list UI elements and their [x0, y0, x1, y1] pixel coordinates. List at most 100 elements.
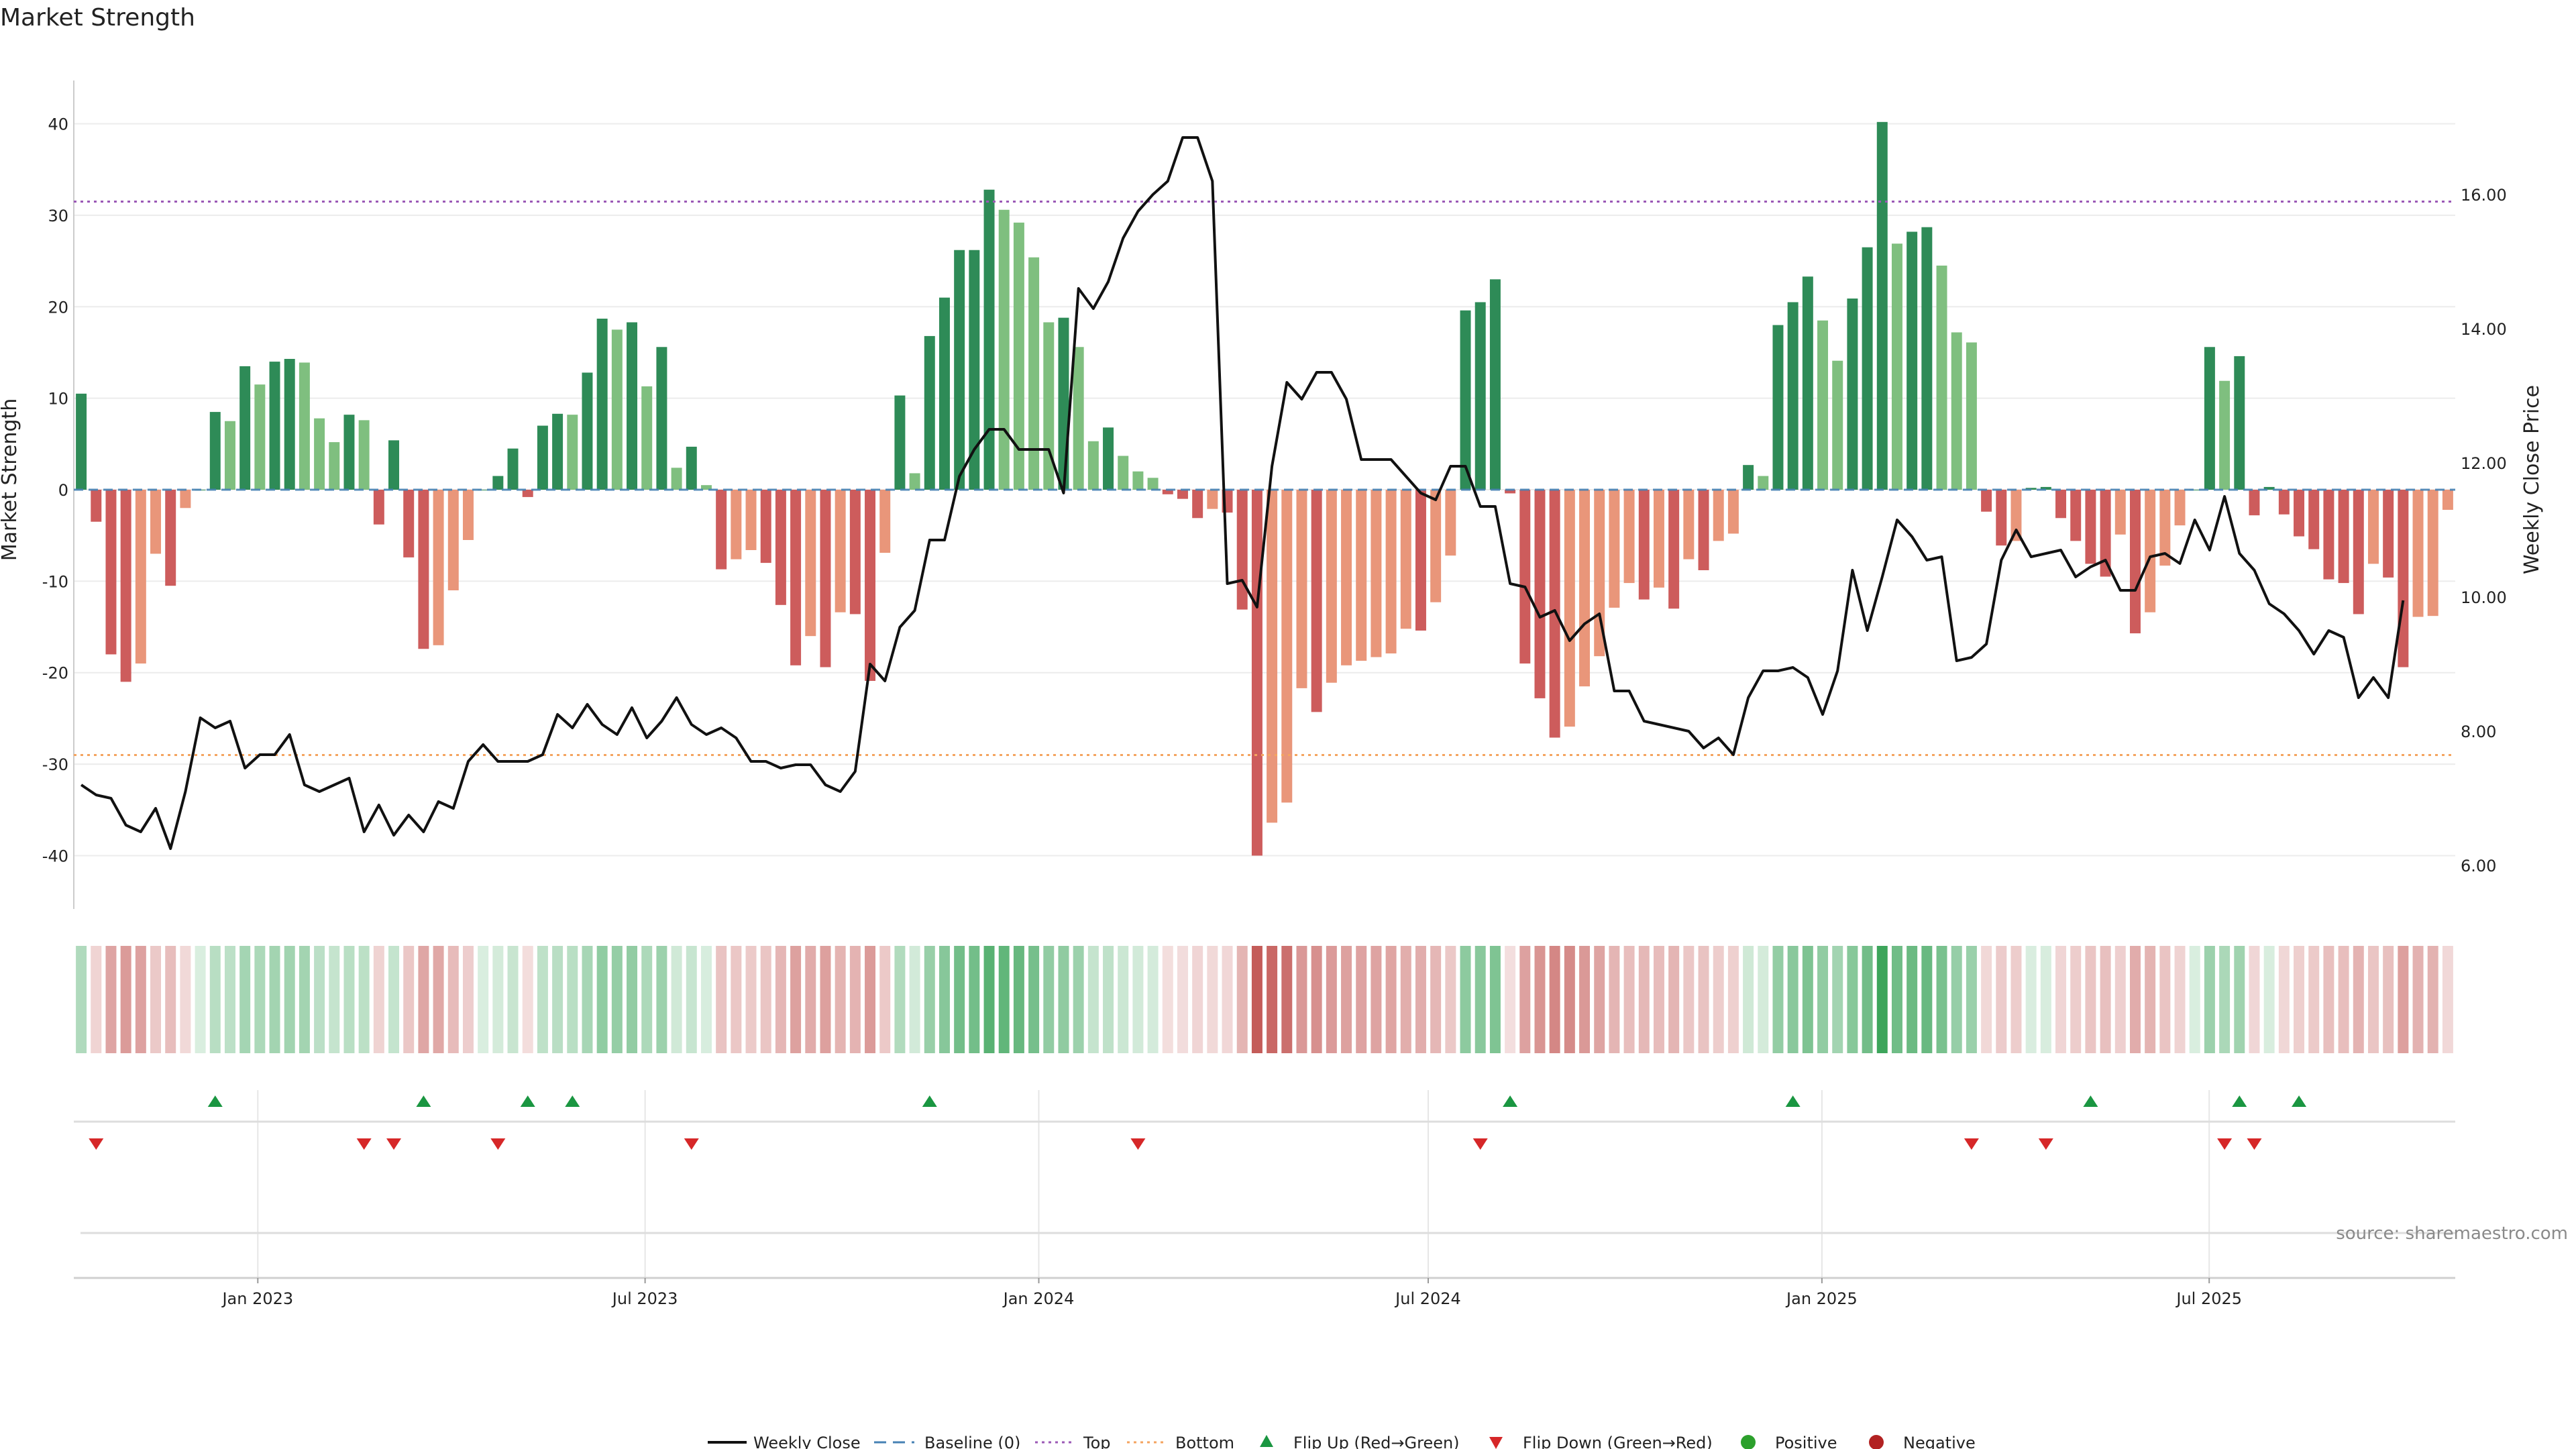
legend-flip-down: Flip Down (Green→Red) — [1523, 1434, 1713, 1449]
heat-cell — [686, 946, 697, 1053]
legend-flip-down-triangle-icon — [1489, 1437, 1503, 1449]
heat-cell — [1222, 946, 1233, 1053]
strength-bar — [2323, 490, 2334, 580]
strength-bar — [2070, 490, 2082, 541]
heat-cell — [2412, 946, 2424, 1053]
flip-down-triangle-icon — [2247, 1138, 2262, 1150]
legend-flip-up: Flip Up (Red→Green) — [1293, 1434, 1460, 1449]
heat-cell — [1787, 946, 1799, 1053]
heat-cell — [2145, 946, 2156, 1053]
strength-bar — [760, 490, 771, 564]
flip-up-triangle-icon — [922, 1095, 937, 1107]
heat-cell — [2442, 946, 2453, 1053]
heat-cell — [1876, 946, 1888, 1053]
strength-bar — [1609, 490, 1620, 608]
heat-cell — [418, 946, 429, 1053]
strength-bar — [1073, 347, 1084, 490]
strength-bar — [1177, 490, 1188, 499]
strength-bar — [2249, 490, 2260, 516]
y-tick-label: -10 — [42, 572, 68, 591]
strength-bar — [1311, 490, 1322, 712]
heat-cell — [373, 946, 384, 1053]
strength-bar — [1162, 490, 1173, 494]
heat-cell — [1743, 946, 1754, 1053]
strength-bar — [1385, 490, 1397, 654]
strength-bar — [775, 490, 786, 605]
strength-bar — [343, 415, 355, 490]
heat-cell — [805, 946, 816, 1053]
heat-cell — [76, 946, 87, 1053]
heat-cell — [1623, 946, 1635, 1053]
heat-cell — [269, 946, 280, 1053]
y2-tick-label: 14.00 — [2461, 320, 2507, 339]
strength-heat-strip — [76, 946, 2453, 1053]
heat-cell — [671, 946, 682, 1053]
heat-cell — [582, 946, 593, 1053]
strength-bar — [938, 297, 950, 490]
heat-cell — [165, 946, 176, 1053]
heat-cell — [731, 946, 742, 1053]
strength-bar — [239, 366, 251, 490]
heat-cell — [627, 946, 638, 1053]
heat-cell — [894, 946, 906, 1053]
strength-bar — [1698, 490, 1709, 570]
heat-cell — [775, 946, 786, 1053]
heat-cell — [120, 946, 131, 1053]
heat-cell — [1832, 946, 1843, 1053]
x-tick-label: Jan 2023 — [221, 1289, 293, 1308]
strength-bar — [1087, 441, 1099, 490]
heat-cell — [2338, 946, 2349, 1053]
strength-bar — [1132, 471, 1144, 490]
strength-bar — [1207, 490, 1218, 509]
strength-bar — [1653, 490, 1664, 588]
heat-cell — [1311, 946, 1322, 1053]
heat-cell — [2040, 946, 2051, 1053]
strength-bar — [358, 420, 370, 490]
strength-bar — [611, 329, 623, 490]
heat-cell — [1326, 946, 1337, 1053]
heat-cell — [1177, 946, 1188, 1053]
strength-bar — [1727, 490, 1739, 534]
heat-cell — [1534, 946, 1546, 1053]
strength-bar — [1772, 325, 1784, 490]
heat-cell — [2085, 946, 2096, 1053]
heat-cell — [745, 946, 757, 1053]
strength-bar — [1356, 490, 1367, 661]
heat-cell — [820, 946, 831, 1053]
heat-cell — [1668, 946, 1680, 1053]
heat-cell — [849, 946, 861, 1053]
flip-up-triangle-icon — [2083, 1095, 2098, 1107]
strength-bar — [2159, 490, 2171, 566]
strength-bar — [835, 490, 846, 612]
strength-bar — [731, 490, 742, 559]
heat-cell — [462, 946, 474, 1053]
strength-bar — [2367, 490, 2379, 564]
heat-cell — [135, 946, 146, 1053]
heat-cell — [180, 946, 191, 1053]
heat-cell — [254, 946, 266, 1053]
heat-cell — [403, 946, 415, 1053]
flip-down-triangle-icon — [684, 1138, 699, 1150]
strength-bar — [1519, 490, 1531, 664]
strength-bar — [596, 319, 608, 490]
flip-up-triangle-icon — [2292, 1095, 2307, 1107]
strength-bar — [120, 490, 131, 682]
heat-cell — [2159, 946, 2171, 1053]
source-note: source: sharemaestro.com — [2336, 1224, 2568, 1244]
strength-bar — [1802, 276, 1813, 490]
heat-cell — [2100, 946, 2111, 1053]
heat-cell — [1296, 946, 1307, 1053]
heat-cell — [105, 946, 117, 1053]
heat-cell — [567, 946, 578, 1053]
strength-bar — [1474, 302, 1486, 490]
strength-bar — [1638, 490, 1650, 600]
strength-bar — [1400, 490, 1411, 629]
strength-bar — [656, 347, 667, 490]
strength-bar — [269, 362, 280, 490]
heat-cell — [1758, 946, 1769, 1053]
flip-up-triangle-icon — [520, 1095, 535, 1107]
flip-up-triangle-icon — [1503, 1095, 1518, 1107]
strength-bar — [180, 490, 191, 508]
strength-bar — [1862, 247, 1873, 490]
strength-bar — [1847, 299, 1858, 490]
